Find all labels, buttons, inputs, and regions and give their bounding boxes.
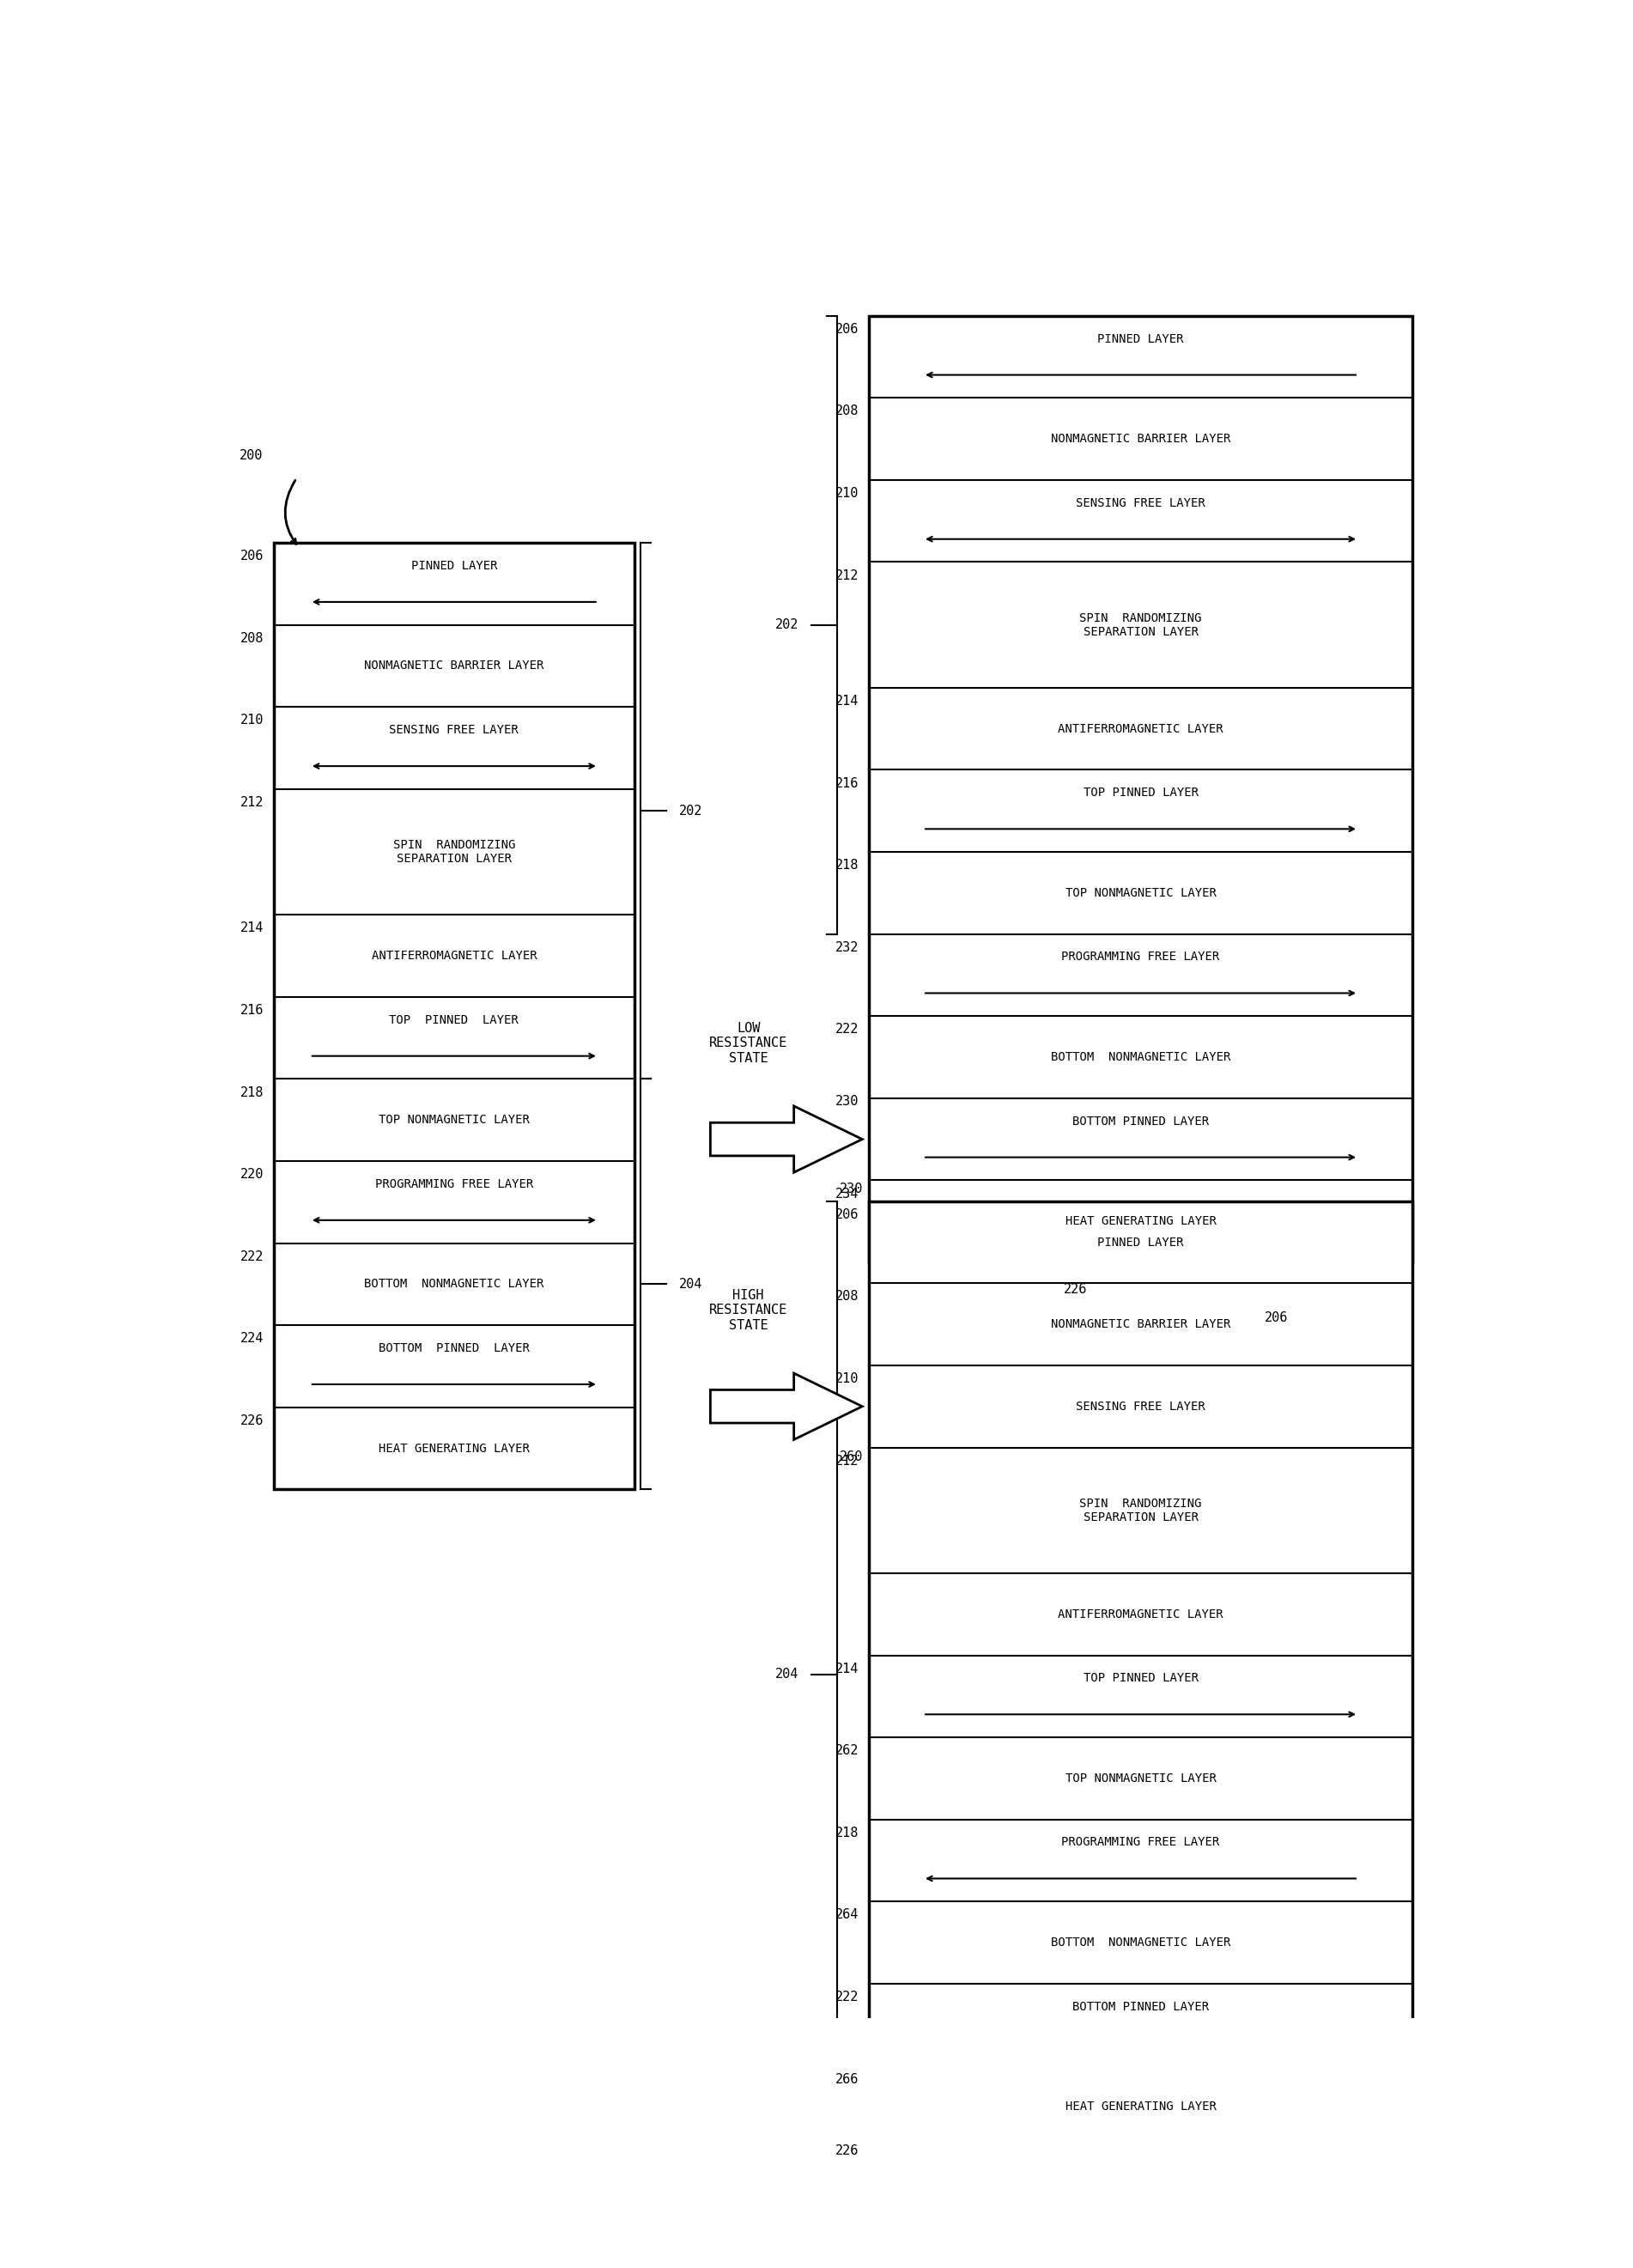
Text: LOW
RESISTANCE
STATE: LOW RESISTANCE STATE xyxy=(709,1023,787,1064)
Text: 226: 226 xyxy=(240,1415,263,1427)
Text: 220: 220 xyxy=(240,1168,263,1182)
Text: 218: 218 xyxy=(834,1826,859,1839)
Text: 210: 210 xyxy=(240,714,263,726)
Text: NONMAGNETIC BARRIER LAYER: NONMAGNETIC BARRIER LAYER xyxy=(364,660,544,671)
Text: ANTIFERROMAGNETIC LAYER: ANTIFERROMAGNETIC LAYER xyxy=(1058,1608,1223,1619)
Text: TOP NONMAGNETIC LAYER: TOP NONMAGNETIC LAYER xyxy=(379,1114,529,1125)
Text: 218: 218 xyxy=(240,1086,263,1098)
Text: 230: 230 xyxy=(834,1095,859,1107)
Text: 214: 214 xyxy=(834,1662,859,1676)
Text: SPIN  RANDOMIZING
SEPARATION LAYER: SPIN RANDOMIZING SEPARATION LAYER xyxy=(394,839,514,864)
Text: PINNED LAYER: PINNED LAYER xyxy=(1097,1236,1184,1247)
Text: SENSING FREE LAYER: SENSING FREE LAYER xyxy=(1076,1399,1205,1413)
Text: HEAT GENERATING LAYER: HEAT GENERATING LAYER xyxy=(1065,1216,1217,1227)
Text: BOTTOM PINNED LAYER: BOTTOM PINNED LAYER xyxy=(1073,1116,1208,1127)
Text: 208: 208 xyxy=(834,1290,859,1304)
Text: ANTIFERROMAGNETIC LAYER: ANTIFERROMAGNETIC LAYER xyxy=(1058,723,1223,735)
Text: 266: 266 xyxy=(834,2073,859,2087)
Text: 208: 208 xyxy=(240,633,263,644)
Text: 222: 222 xyxy=(834,1023,859,1036)
Text: 206: 206 xyxy=(1266,1311,1288,1325)
Text: BOTTOM PINNED LAYER: BOTTOM PINNED LAYER xyxy=(1073,2000,1208,2012)
Text: 200: 200 xyxy=(240,449,263,463)
Polygon shape xyxy=(710,1107,862,1173)
Text: TOP PINNED LAYER: TOP PINNED LAYER xyxy=(1083,787,1199,798)
Text: HEAT GENERATING LAYER: HEAT GENERATING LAYER xyxy=(379,1442,529,1454)
Text: SPIN  RANDOMIZING
SEPARATION LAYER: SPIN RANDOMIZING SEPARATION LAYER xyxy=(1079,1497,1202,1524)
Text: 214: 214 xyxy=(240,921,263,934)
Text: 206: 206 xyxy=(240,549,263,562)
Text: 226: 226 xyxy=(1063,1284,1088,1297)
Text: 204: 204 xyxy=(679,1277,702,1290)
Text: BOTTOM  PINNED  LAYER: BOTTOM PINNED LAYER xyxy=(379,1343,529,1354)
Text: 212: 212 xyxy=(834,569,859,583)
Text: 212: 212 xyxy=(240,796,263,810)
Text: TOP NONMAGNETIC LAYER: TOP NONMAGNETIC LAYER xyxy=(1065,887,1217,898)
Text: 216: 216 xyxy=(240,1005,263,1016)
Text: 202: 202 xyxy=(776,619,799,631)
Text: 226: 226 xyxy=(834,2143,859,2157)
Text: 224: 224 xyxy=(240,1331,263,1345)
Text: 210: 210 xyxy=(834,488,859,499)
Text: 218: 218 xyxy=(834,860,859,871)
Text: PROGRAMMING FREE LAYER: PROGRAMMING FREE LAYER xyxy=(1061,1837,1220,1848)
Text: SENSING FREE LAYER: SENSING FREE LAYER xyxy=(1076,497,1205,508)
Text: 232: 232 xyxy=(834,941,859,955)
Text: TOP NONMAGNETIC LAYER: TOP NONMAGNETIC LAYER xyxy=(1065,1771,1217,1785)
Text: 206: 206 xyxy=(834,322,859,336)
Bar xyxy=(274,542,634,1490)
Text: 202: 202 xyxy=(679,805,702,816)
Text: PROGRAMMING FREE LAYER: PROGRAMMING FREE LAYER xyxy=(376,1177,532,1191)
Text: 260: 260 xyxy=(839,1449,862,1463)
Text: PROGRAMMING FREE LAYER: PROGRAMMING FREE LAYER xyxy=(1061,950,1220,964)
Text: 208: 208 xyxy=(834,406,859,417)
Text: ANTIFERROMAGNETIC LAYER: ANTIFERROMAGNETIC LAYER xyxy=(371,950,537,962)
Text: HIGH
RESISTANCE
STATE: HIGH RESISTANCE STATE xyxy=(709,1288,787,1331)
Polygon shape xyxy=(710,1372,862,1440)
Text: 222: 222 xyxy=(834,1991,859,2003)
Text: BOTTOM  NONMAGNETIC LAYER: BOTTOM NONMAGNETIC LAYER xyxy=(1050,1937,1231,1948)
Text: NONMAGNETIC BARRIER LAYER: NONMAGNETIC BARRIER LAYER xyxy=(1050,433,1231,445)
Text: PINNED LAYER: PINNED LAYER xyxy=(1097,333,1184,345)
Text: PINNED LAYER: PINNED LAYER xyxy=(412,560,496,572)
Bar xyxy=(869,1202,1413,2148)
Text: 206: 206 xyxy=(834,1209,859,1220)
Text: 222: 222 xyxy=(240,1250,263,1263)
Text: TOP  PINNED  LAYER: TOP PINNED LAYER xyxy=(389,1014,519,1025)
Text: SPIN  RANDOMIZING
SEPARATION LAYER: SPIN RANDOMIZING SEPARATION LAYER xyxy=(1079,612,1202,637)
Text: 212: 212 xyxy=(834,1454,859,1467)
Text: 204: 204 xyxy=(776,1667,799,1681)
Text: 230: 230 xyxy=(839,1184,862,1195)
Text: NONMAGNETIC BARRIER LAYER: NONMAGNETIC BARRIER LAYER xyxy=(1050,1318,1231,1331)
Text: TOP PINNED LAYER: TOP PINNED LAYER xyxy=(1083,1672,1199,1685)
Text: HEAT GENERATING LAYER: HEAT GENERATING LAYER xyxy=(1065,2100,1217,2114)
Text: 214: 214 xyxy=(834,694,859,708)
Text: SENSING FREE LAYER: SENSING FREE LAYER xyxy=(389,723,519,737)
Text: 264: 264 xyxy=(834,1907,859,1921)
Text: 262: 262 xyxy=(834,1744,859,1758)
Text: 210: 210 xyxy=(834,1372,859,1386)
Text: 216: 216 xyxy=(834,778,859,789)
Bar xyxy=(869,315,1413,1263)
Text: BOTTOM  NONMAGNETIC LAYER: BOTTOM NONMAGNETIC LAYER xyxy=(1050,1050,1231,1064)
Text: BOTTOM  NONMAGNETIC LAYER: BOTTOM NONMAGNETIC LAYER xyxy=(364,1279,544,1290)
Text: 234: 234 xyxy=(834,1186,859,1200)
